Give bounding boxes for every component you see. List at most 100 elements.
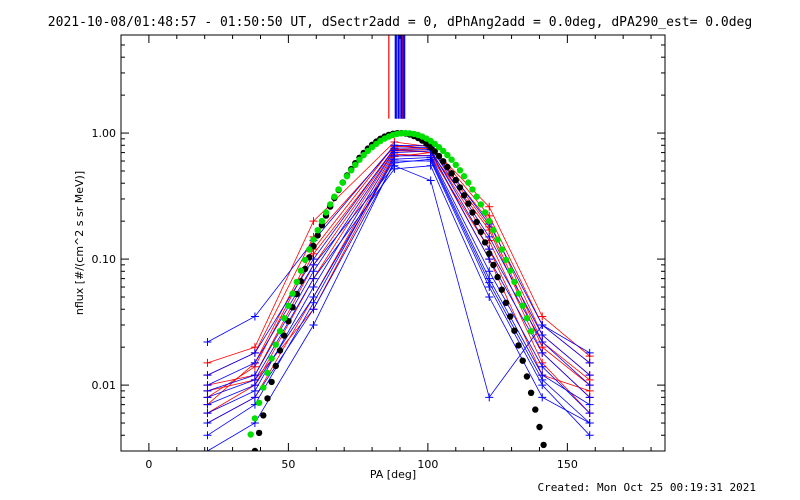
data-point [538,362,547,371]
series-line-4 [207,144,590,376]
fit-point-green [339,179,346,186]
fit-point-green [477,201,485,208]
fit-point-green [440,147,447,155]
fit-point-green [519,302,526,309]
data-point [585,431,594,440]
data-point [585,371,594,380]
data-point [309,320,318,329]
y-axis-label: nflux [#/(cm^2 s sr MeV)] [73,171,86,315]
fit-point-green [490,227,497,234]
fit-point-black [448,170,455,177]
fit-point-green [456,167,464,174]
data-point [203,409,212,418]
data-point [390,144,399,153]
fit-point-green [327,201,334,208]
fit-point-green [331,193,338,200]
fit-point-black [473,218,480,226]
fit-point-green [285,302,292,309]
data-point [538,348,547,357]
data-point [426,155,435,164]
fit-point-green [343,173,351,180]
fit-point-black [515,342,522,349]
fit-point-black [469,209,476,216]
fit-point-green [448,156,455,163]
data-point [203,358,212,367]
fit-point-green [247,431,254,438]
fit-point-black [465,200,472,207]
fit-point-black [431,148,438,155]
fit-point-green [360,151,367,159]
fit-point-green [264,369,271,376]
fit-point-green [260,384,267,391]
data-point [309,305,318,314]
data-point [485,267,494,276]
fit-point-green [527,328,535,335]
fit-point-black [255,429,263,437]
data-point [585,400,594,409]
data-point [203,447,212,451]
fit-point-green [301,256,309,264]
data-point [250,381,259,390]
data-point [203,431,212,440]
fit-point-green [281,315,288,322]
fit-point-green [452,161,459,168]
fit-point-green [486,217,493,225]
fit-point-black [260,412,267,419]
chart-title: 2021-10-08/01:48:57 - 01:50:50 UT, dSect… [47,15,753,30]
fit-point-black [523,373,531,380]
fit-point-green [348,167,355,174]
data-point [485,393,494,402]
data-point [538,393,547,402]
series-line-15 [207,165,590,424]
fit-point-black [527,389,535,396]
data-point [538,320,547,329]
fit-point-green [268,355,275,362]
fit-point-green [297,267,305,274]
data-point [203,393,212,402]
fit-point-green [356,156,363,163]
data-point [585,358,594,367]
series-line-7 [207,147,590,398]
fit-point-green [465,179,472,186]
fit-point-black [519,357,526,364]
data-point [585,393,594,402]
x-tick-label: 150 [557,458,578,471]
fit-point-green [523,315,531,322]
fit-point-green [289,290,296,297]
fit-point-black [452,176,459,184]
fit-point-black [511,327,518,334]
data-point [485,278,494,287]
fit-point-black [494,273,501,281]
data-point [390,158,399,167]
y-tick-label: 0.10 [92,253,117,266]
fit-point-green [494,236,501,243]
fit-point-black [440,158,447,165]
y-tick-label: 1.00 [92,127,117,140]
fit-point-black [498,286,505,293]
fit-point-black [536,423,543,431]
fit-point-green [276,328,284,335]
data-point [585,409,594,418]
data-point [485,293,494,302]
data-point [250,312,259,321]
data-point [485,202,494,211]
fit-point-black [456,184,464,191]
data-point [538,375,547,384]
x-tick-label: 50 [281,458,295,471]
data-point [538,330,547,339]
fit-point-green [335,186,342,193]
fit-point-black [435,152,443,160]
fit-point-black [314,232,321,239]
fit-point-black [281,332,288,339]
fit-point-black [251,447,259,451]
series-line-16 [207,157,590,405]
data-point [309,260,318,269]
data-point [585,381,594,390]
x-tick-label: 100 [417,458,438,471]
data-point [538,337,547,346]
data-point [309,217,318,226]
data-point [203,337,212,346]
fit-point-green [502,256,510,264]
fit-point-green [306,246,313,253]
